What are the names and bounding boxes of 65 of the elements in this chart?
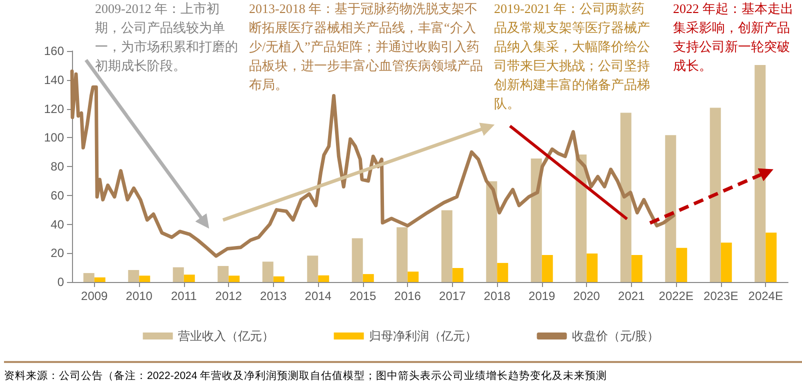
- bar: [318, 275, 330, 282]
- x-tick-label: 2023E: [704, 289, 738, 303]
- bar: [83, 273, 94, 282]
- legend-label: 营业收入（亿元）: [178, 329, 274, 343]
- bar: [352, 238, 363, 282]
- y-tick-label: 160: [44, 44, 64, 58]
- bar: [710, 108, 721, 282]
- bar: [408, 272, 419, 282]
- annotation: 2019-2021 年：公司两款药品及常规支架等医疗器械产品纳入集采，大幅降价给公司带来巨大挑战；公司坚持创新构建丰富的储备产品梯队。: [494, 0, 651, 113]
- legend-label: 收盘价（元/股）: [572, 329, 660, 343]
- x-tick-label: 2024E: [748, 289, 783, 303]
- bar: [620, 112, 632, 282]
- bar: [441, 210, 452, 282]
- bar: [497, 262, 508, 282]
- x-tick-label: 2013: [260, 289, 288, 303]
- x-tick-label: 2016: [394, 289, 422, 303]
- y-tick-label: 40: [50, 217, 64, 232]
- y-tick-label: 60: [50, 188, 64, 202]
- x-tick-label: 2015: [350, 289, 377, 303]
- bar: [631, 255, 642, 282]
- bar: [486, 181, 498, 282]
- bar: [218, 266, 229, 282]
- y-tick-label: 100: [44, 130, 64, 145]
- y-tick-label: 140: [44, 72, 64, 87]
- annotation: 2013-2018 年：基于冠脉药物洗脱支架不断拓展医疗器械相关产品线，丰富“介入少/无植入”产品矩阵；并通过收购引入药品板块，进一步丰富心血管疾病领域产品布局。: [249, 0, 484, 94]
- bar: [754, 65, 766, 282]
- y-tick-label: 0: [57, 275, 64, 289]
- bar: [766, 232, 777, 282]
- bar: [184, 274, 195, 282]
- bar: [530, 158, 542, 282]
- bar: [262, 262, 274, 282]
- x-tick-label: 2011: [170, 289, 198, 303]
- bar: [586, 254, 598, 282]
- bar: [452, 268, 464, 282]
- y-tick-label: 120: [44, 102, 64, 116]
- bar: [576, 154, 587, 282]
- x-tick-label: 2009: [81, 289, 108, 303]
- y-tick-label: 20: [50, 246, 64, 260]
- bar: [396, 227, 408, 282]
- bar: [172, 267, 184, 282]
- bar: [676, 248, 688, 282]
- x-tick-label: 2018: [484, 289, 511, 303]
- bar: [307, 256, 318, 282]
- annotation: 2022 年起：基本走出集采影响，创新产品支持公司新一轮突破成长。: [673, 0, 794, 75]
- x-tick-label: 2022E: [658, 289, 694, 303]
- x-tick-label: 2017: [439, 289, 466, 303]
- x-tick-label: 2020: [573, 289, 600, 303]
- x-tick-label: 2014: [304, 289, 332, 303]
- bar: [94, 277, 106, 282]
- bar: [720, 242, 732, 282]
- bar: [362, 274, 374, 282]
- y-tick-label: 80: [50, 160, 64, 174]
- x-tick-label: 2021: [618, 289, 646, 303]
- bar: [228, 276, 240, 282]
- x-tick-label: 2012: [215, 289, 242, 303]
- legend-label: 归母净利润（亿元）: [368, 329, 477, 343]
- bar: [665, 135, 676, 282]
- annotation: 2009-2012 年：上市初期，公司产品线较为单一，为市场积累和打磨的初期成长阶段。: [95, 0, 239, 75]
- text: 资料来源：公司公告（备注：2022-2024 年营收及净利润预测取自估值模型；图中箭头表示公司业绩增长趋势变化及未来预测: [4, 369, 608, 383]
- bar: [139, 276, 150, 282]
- x-tick-label: 2010: [126, 289, 153, 303]
- bar: [542, 255, 553, 282]
- bar: [128, 270, 140, 282]
- bar: [273, 276, 284, 282]
- x-tick-label: 2019: [528, 289, 556, 303]
